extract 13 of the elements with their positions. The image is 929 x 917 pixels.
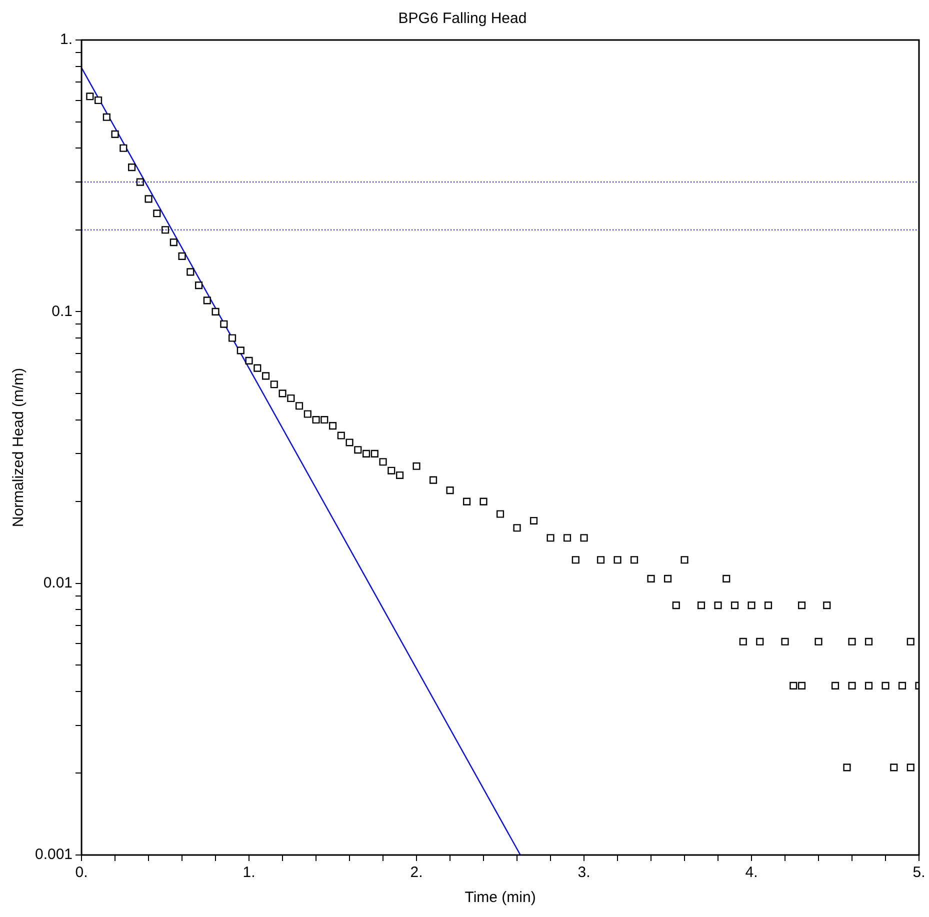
y-tick-label: 0.1 bbox=[52, 302, 73, 320]
x-tick-label: 3. bbox=[578, 864, 590, 882]
y-tick-label: 1. bbox=[60, 31, 73, 48]
x-tick-label: 5. bbox=[912, 864, 926, 882]
y-tick-label: 0.01 bbox=[43, 574, 73, 592]
x-tick-label: 1. bbox=[242, 864, 256, 882]
chart-title: BPG6 Falling Head bbox=[398, 10, 527, 28]
y-tick-label: 0.001 bbox=[34, 846, 73, 864]
x-tick-label: 0. bbox=[75, 864, 88, 882]
x-axis-title: Time (min) bbox=[464, 889, 536, 906]
x-tick-label: 2. bbox=[410, 864, 423, 882]
y-axis-title: Normalized Head (m/m) bbox=[10, 368, 28, 528]
x-tick-label: 4. bbox=[745, 864, 758, 882]
